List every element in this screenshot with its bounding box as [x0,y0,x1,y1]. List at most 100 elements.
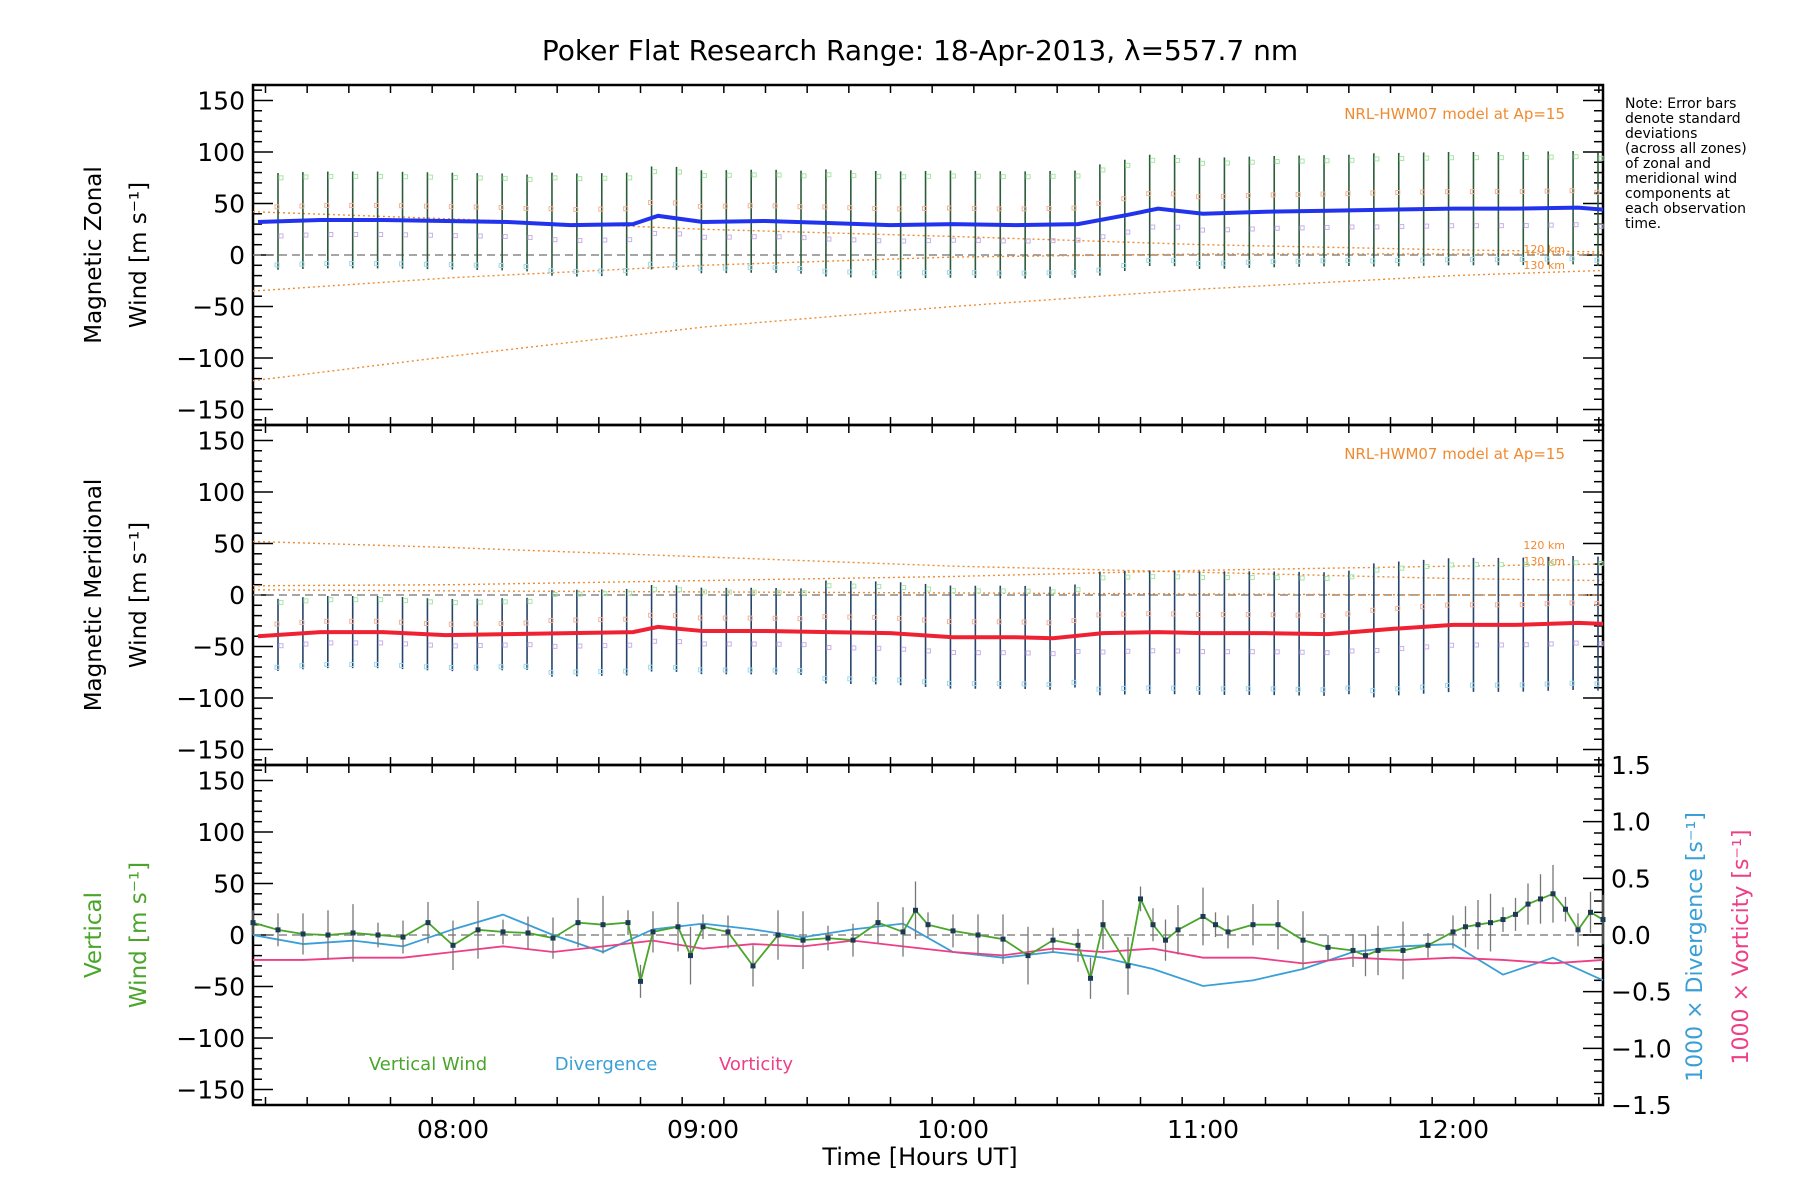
zone-marker [776,641,782,647]
zone-marker [701,172,707,178]
zone-marker [1320,191,1326,197]
zone-marker [950,237,956,243]
zone-marker [1324,158,1330,164]
vertical-wind-point [700,924,706,930]
zone-marker [1096,686,1102,692]
zone-marker [822,675,828,681]
vertical-wind-point [900,929,906,935]
zone-marker [1498,562,1504,568]
zone-marker [1299,158,1305,164]
y2-tick-label: 1.5 [1611,751,1651,780]
vertical-wind-point [638,978,643,984]
zone-marker [996,681,1002,687]
zone-marker [876,645,882,651]
zone-marker [1494,682,1500,688]
vertical-wind-point [725,929,731,935]
zone-marker [1544,188,1550,194]
zone-marker [1345,611,1351,617]
x-tick-label: 12:00 [1417,1115,1489,1144]
zone-marker [1420,257,1426,263]
note-line: meridional wind [1625,171,1737,187]
zone-marker [1050,238,1056,244]
zone-marker [627,175,633,181]
zone-marker [1569,600,1575,606]
zone-marker [299,203,305,209]
zone-marker [797,668,803,674]
zone-marker [328,640,334,646]
vertical-wind-point [1550,891,1556,897]
zone-marker [1021,206,1027,212]
zone-marker [701,234,707,240]
zone-marker [374,202,380,208]
y2-tick-label: −1.5 [1611,1091,1672,1120]
zone-marker [548,268,554,274]
y-tick-label: −50 [192,293,245,322]
zone-marker [826,236,832,242]
zone-marker [299,663,305,669]
y-tick-label: −100 [176,1024,245,1053]
zone-marker [1420,604,1426,610]
zone-marker [448,204,454,210]
zone-marker [303,174,309,180]
zone-marker [1125,229,1131,235]
zone-marker [1096,200,1102,206]
zone-marker [552,591,558,597]
legend-vertical-wind: Vertical Wind [369,1054,487,1075]
zone-marker [1295,686,1301,692]
x-tick-label: 08:00 [417,1115,489,1144]
zone-marker [1469,257,1475,263]
vertical-wind-point [650,929,656,935]
zone-marker [602,237,608,243]
zone-marker [1046,205,1052,211]
zone-marker [1071,618,1077,624]
zone-marker [1100,575,1106,581]
zone-marker [498,664,504,670]
zone-marker [1494,602,1500,608]
zone-marker [1594,257,1600,263]
zone-marker [1249,574,1255,580]
zone-marker [1121,262,1127,268]
zone-marker [623,268,629,274]
y-tick-label: 100 [197,818,245,847]
zone-marker [1424,155,1430,161]
zone-marker [772,667,778,673]
zone-marker [403,174,409,180]
zone-marker [1445,189,1451,195]
zone-marker [1320,258,1326,264]
zone-marker [1473,562,1479,568]
zone-marker [922,270,928,276]
vertical-wind-point [1588,909,1593,915]
zone-marker [1050,589,1056,595]
zone-marker [573,207,579,213]
zone-marker [1100,234,1106,240]
zone-marker [399,203,405,209]
zone-marker [1021,270,1027,276]
zone-marker [1598,155,1604,161]
zone-marker [328,173,334,179]
zone-marker [403,598,409,604]
zone-marker [1399,224,1405,230]
zone-marker [1270,612,1276,618]
zone-marker [1469,189,1475,195]
zone-marker [452,175,458,181]
y-tick-label: −50 [192,973,245,1002]
zone-marker [772,265,778,271]
panel-meridional: 150 100 50 0 −50 −100 −150 NRL-HWM07 model at A… [81,423,1605,767]
zone-marker [324,618,330,624]
zone-marker [1200,574,1206,580]
vertical-wind-point [688,953,693,959]
zone-marker [676,231,682,237]
zone-marker [1025,238,1031,244]
model-line [252,269,1604,382]
zone-marker [1125,162,1131,168]
zone-marker [274,664,280,670]
zone-marker [1220,193,1226,199]
zone-marker [971,205,977,211]
zone-marker [324,261,330,267]
zone-marker [797,204,803,210]
zone-marker [627,237,633,243]
zone-marker [1349,157,1355,163]
vertical-wind-point [1600,917,1606,923]
zone-marker [701,589,707,595]
